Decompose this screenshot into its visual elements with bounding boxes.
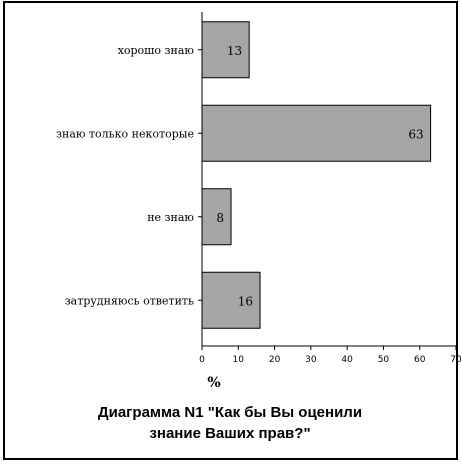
- value-label-2: 8: [216, 211, 224, 225]
- chart-caption: Диаграмма N1 "Как бы Вы оценили знание В…: [10, 402, 450, 444]
- x-tick-label-0: 0: [199, 355, 205, 365]
- caption-line-2: знание Ваших прав?": [149, 425, 311, 442]
- category-label-3: затрудняюсь ответить: [65, 294, 194, 307]
- category-label-2: не знаю: [147, 211, 194, 224]
- value-label-1: 63: [408, 127, 423, 141]
- x-tick-label-4: 40: [341, 355, 353, 365]
- x-tick-label-7: 70: [450, 355, 462, 365]
- value-label-3: 16: [238, 294, 253, 308]
- x-axis-title: %: [207, 375, 220, 391]
- bar-0: [201, 21, 250, 79]
- plot-area: хорошо знаю 13 знаю только некоторые 63 не з…: [56, 12, 462, 391]
- bar-1: [201, 104, 432, 162]
- caption-line-1: Диаграмма N1 "Как бы Вы оценили: [97, 404, 363, 421]
- bar-2: [201, 188, 232, 246]
- x-tick-label-2: 20: [269, 355, 281, 365]
- x-tick-label-3: 30: [305, 355, 317, 365]
- category-label-0: хорошо знаю: [118, 44, 195, 57]
- value-label-0: 13: [227, 44, 242, 58]
- category-label-1: знаю только некоторые: [56, 127, 194, 140]
- chart-frame: [3, 1, 458, 460]
- x-tick-label-5: 50: [378, 355, 390, 365]
- x-tick-label-1: 10: [233, 355, 245, 365]
- x-tick-label-6: 60: [414, 355, 426, 365]
